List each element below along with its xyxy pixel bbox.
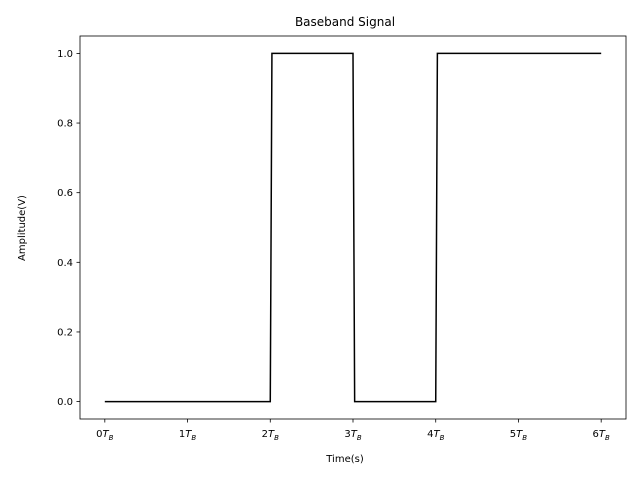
signal-line: [104, 52, 602, 403]
y-tick-label: 0.4: [57, 258, 73, 269]
x-tick-label: 0TB: [96, 429, 113, 442]
y-tick-label: 0.0: [57, 397, 73, 408]
x-tick-label: 4TB: [427, 429, 444, 442]
x-tick-label: 1TB: [179, 429, 196, 442]
x-tick-label: 2TB: [262, 429, 279, 442]
y-tick-label: 0.8: [57, 119, 73, 130]
y-axis-ticks: 0.0 0.2 0.4 0.6 0.8 1.0: [57, 49, 80, 408]
x-axis-label: Time(s): [325, 454, 364, 465]
plot-area: [79, 35, 627, 420]
x-axis-ticks: 0TB 1TB 2TB 3TB 4TB 5TB 6TB: [96, 419, 610, 442]
y-axis-label: Amplitude(V): [17, 195, 28, 261]
x-tick-label: 3TB: [344, 429, 361, 442]
y-tick-label: 0.2: [57, 327, 73, 338]
y-tick-label: 1.0: [57, 49, 73, 60]
x-tick-label: 6TB: [593, 429, 610, 442]
chart-title: Baseband Signal: [295, 15, 395, 29]
x-tick-label: 5TB: [510, 429, 527, 442]
y-tick-label: 0.6: [57, 188, 73, 199]
